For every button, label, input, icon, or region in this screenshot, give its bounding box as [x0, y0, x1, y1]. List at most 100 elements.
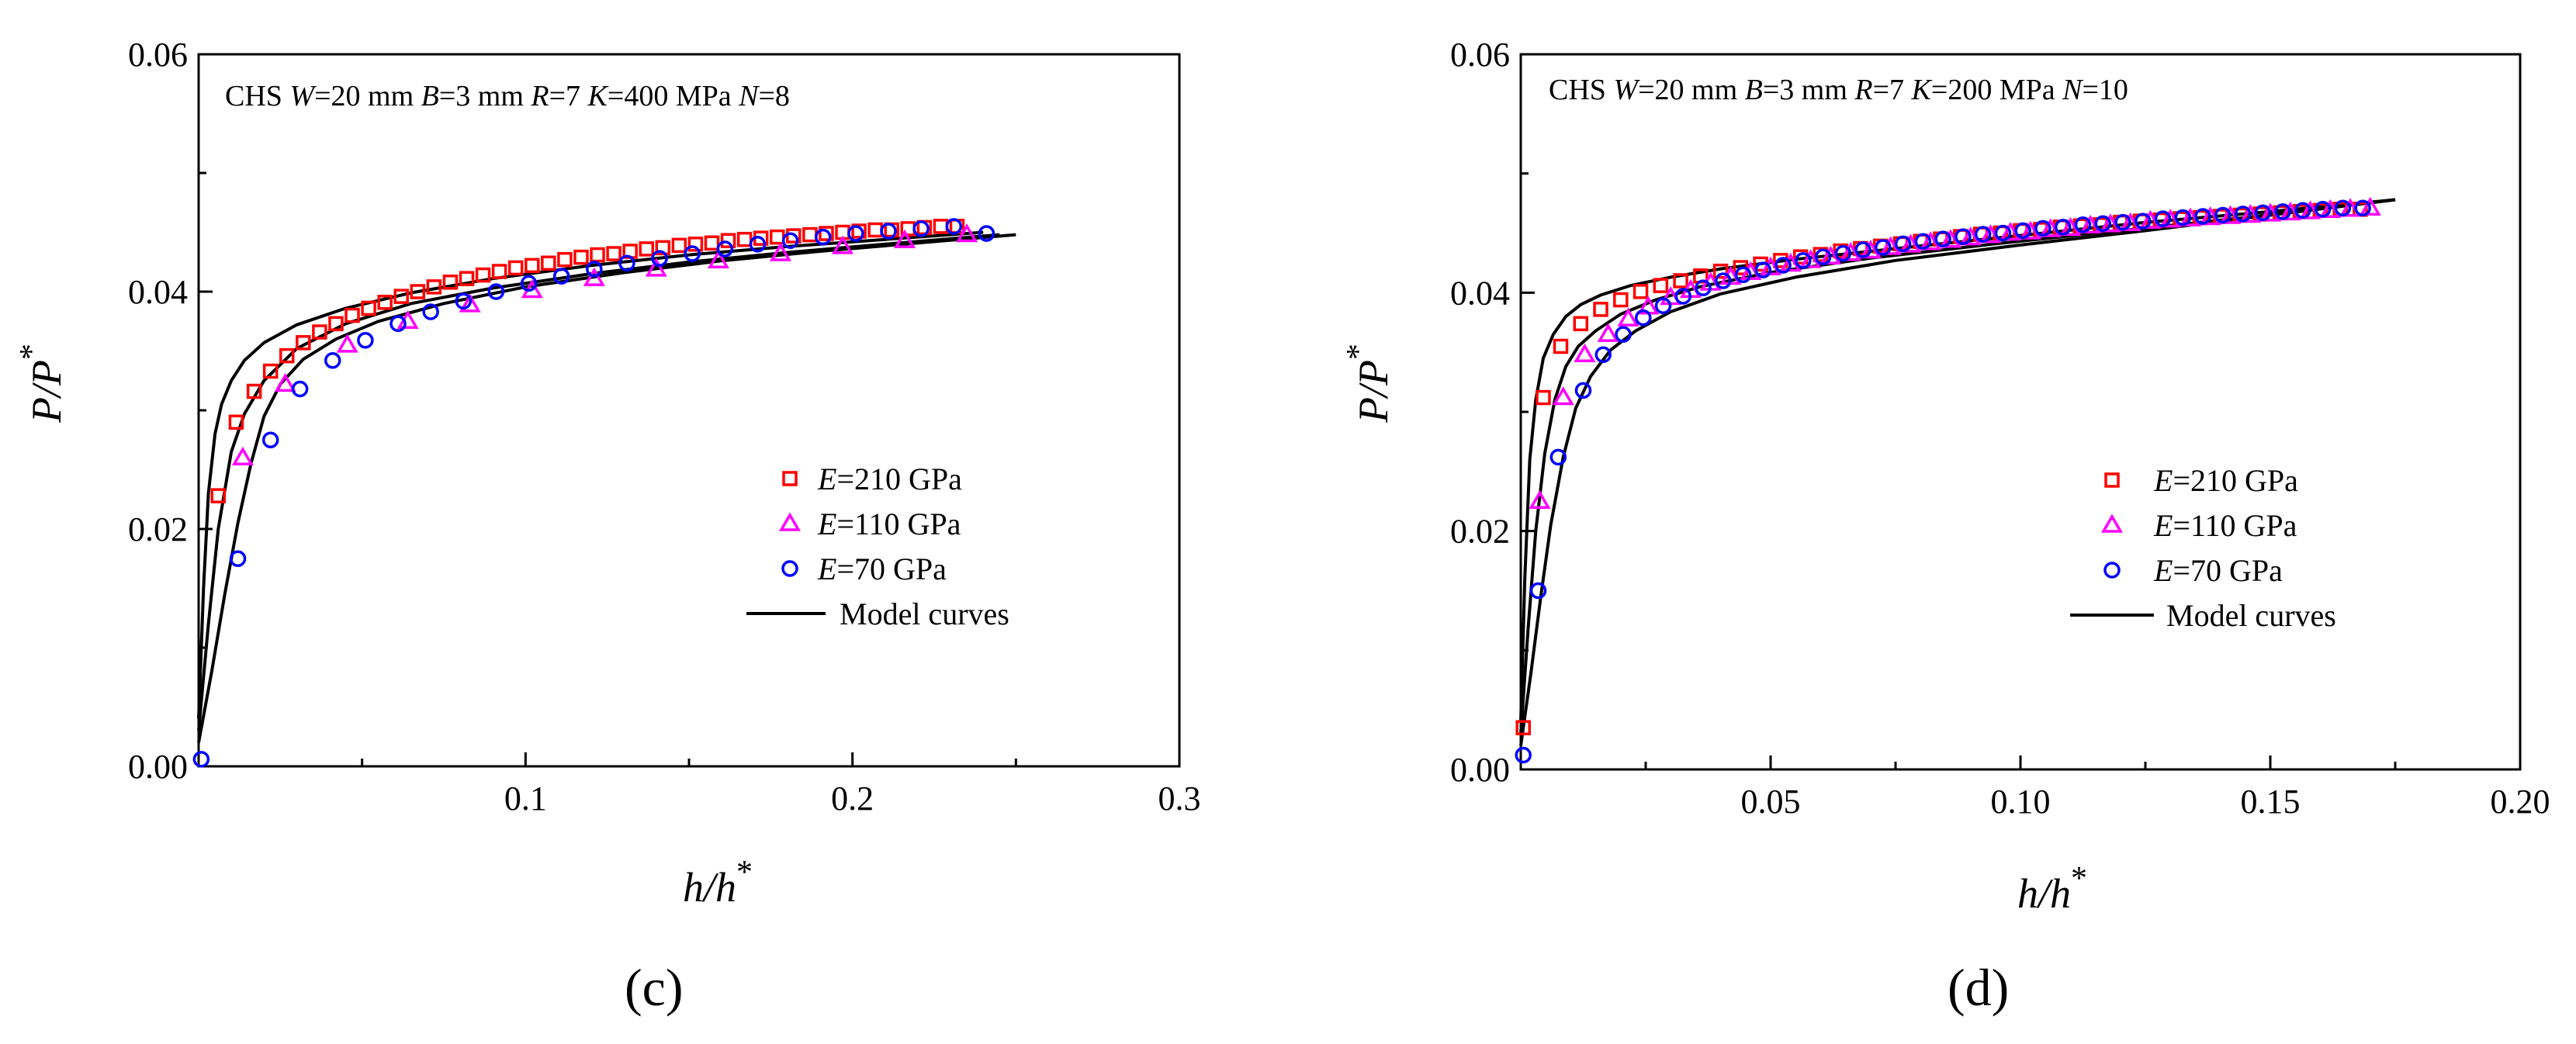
x-tick-label: 0.20 [2491, 783, 2550, 821]
data-point [296, 335, 311, 351]
data-point [645, 258, 667, 277]
y-tick-label: 0.02 [128, 510, 188, 548]
data-point [2034, 220, 2051, 237]
data-point [1934, 230, 1951, 247]
data-point [246, 383, 262, 399]
data-point [422, 303, 439, 320]
data-point [279, 347, 295, 364]
data-point [1854, 241, 1871, 258]
data-point [2314, 201, 2332, 218]
data-point [229, 550, 247, 567]
data-point [1594, 346, 1612, 363]
y-axis-title: P/P* [14, 344, 70, 423]
legend-marker [2100, 513, 2124, 533]
data-point [324, 351, 341, 369]
parameter-annotation: CHS W=20 mm B=3 mm R=7 K=200 MPa N=10 [1549, 74, 2128, 106]
data-point [933, 219, 949, 234]
x-tick-label: 0.05 [1741, 783, 1801, 821]
data-point [720, 233, 736, 248]
data-point [639, 241, 654, 257]
data-point [1515, 720, 1531, 735]
model-curve [197, 233, 1016, 743]
data-point [867, 222, 883, 238]
plot-frame [197, 53, 1181, 768]
data-point [749, 236, 767, 253]
data-point [583, 267, 605, 286]
data-point [945, 218, 963, 235]
legend-label: Model curves [840, 596, 1009, 631]
data-point [231, 446, 254, 465]
y-tick-label: 0.04 [1450, 274, 1510, 312]
data-point [2174, 209, 2192, 226]
data-point [590, 247, 605, 263]
data-point [228, 414, 244, 430]
data-point [2154, 210, 2172, 227]
data-point [1597, 323, 1619, 342]
data-point [912, 220, 930, 237]
data-point [704, 235, 720, 251]
data-point [1734, 266, 1752, 284]
data-point [507, 260, 524, 276]
data-point [2019, 220, 2041, 240]
data-point [651, 250, 668, 267]
data-point [1774, 257, 1792, 274]
data-point [606, 246, 621, 261]
data-point [1552, 386, 1574, 406]
data-point [2059, 216, 2082, 237]
x-tick-label: 0.3 [1158, 780, 1201, 818]
legend-label: E=210 GPa [817, 462, 962, 496]
data-point [894, 229, 916, 248]
data-point [716, 240, 734, 258]
data-point [1859, 240, 1882, 259]
data-point [814, 228, 832, 246]
data-point [520, 275, 538, 292]
data-point [552, 268, 570, 285]
series-e210 [210, 219, 965, 503]
data-point [1635, 309, 1652, 327]
x-tick-label: 0.2 [831, 780, 874, 818]
data-point [2294, 202, 2311, 220]
parameter-annotation: CHS W=20 mm B=3 mm R=7 K=400 MPa N=8 [225, 80, 790, 112]
y-tick-label: 0.06 [1450, 36, 1510, 74]
data-point [671, 237, 687, 254]
data-point [1840, 242, 1862, 261]
data-point [312, 324, 327, 340]
data-point [262, 363, 279, 379]
data-point [831, 235, 854, 254]
data-point [1573, 316, 1589, 332]
legend-marker [2103, 562, 2121, 579]
data-point [1529, 582, 1547, 600]
data-point [261, 431, 279, 448]
legend-marker [2104, 472, 2120, 488]
data-point [1617, 307, 1639, 327]
data-point [1549, 448, 1567, 466]
data-point [2194, 208, 2211, 225]
data-point [2135, 213, 2152, 230]
legend-label: E=110 GPa [817, 506, 961, 541]
data-point [2094, 215, 2112, 232]
y-tick-label: 0.00 [128, 748, 188, 786]
data-point [956, 223, 978, 243]
data-point [410, 284, 426, 299]
data-point [655, 240, 671, 256]
data-point [1914, 233, 1932, 251]
data-point [2214, 206, 2231, 224]
data-point [2354, 199, 2371, 216]
y-tick-label: 0.06 [128, 36, 188, 74]
data-point [1779, 252, 1802, 272]
data-point [1899, 233, 1922, 253]
data-point [1920, 231, 1942, 251]
data-point [393, 289, 409, 304]
data-point [336, 334, 358, 353]
data-point [1715, 272, 1732, 289]
data-point [736, 231, 753, 247]
data-point [1959, 226, 1982, 246]
legend-marker [782, 471, 798, 486]
series-e110 [1529, 196, 2381, 509]
legend-marker [778, 512, 802, 531]
y-axis-title: P/P* [1341, 344, 1397, 423]
data-point [1574, 382, 1592, 399]
data-point [357, 331, 374, 349]
data-point [2359, 196, 2381, 216]
data-point [1515, 746, 1532, 764]
